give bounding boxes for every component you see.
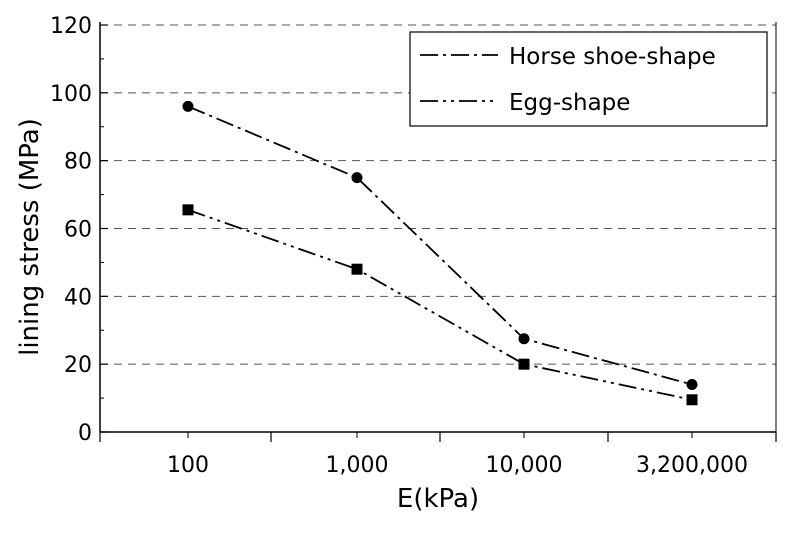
- y-tick-label: 40: [64, 285, 92, 310]
- series: [182, 100, 698, 406]
- y-axis-label: lining stress (MPa): [15, 118, 45, 356]
- y-tick-label: 100: [50, 82, 92, 107]
- series-line-horse-shoe: [187, 105, 693, 386]
- x-axis-label: E(kPa): [397, 484, 479, 514]
- point-marker-square: [686, 394, 698, 406]
- x-tick-label: 3,200,000: [636, 453, 748, 478]
- point-marker-square: [351, 263, 363, 275]
- point-marker-square: [182, 204, 194, 216]
- legend: Horse shoe-shape Egg-shape: [409, 31, 768, 127]
- x-tick-label: 1,000: [326, 453, 389, 478]
- y-ticks: 0 20 40 60 80 100 120: [50, 14, 108, 446]
- legend-label-egg: Egg-shape: [509, 90, 630, 116]
- legend-label-horse-shoe: Horse shoe-shape: [509, 44, 716, 70]
- point-marker-circle: [351, 172, 363, 184]
- y-tick-label: 20: [64, 353, 92, 378]
- point-marker-circle: [182, 100, 194, 112]
- legend-box: [409, 31, 768, 127]
- x-tick-label: 100: [167, 453, 209, 478]
- point-marker-circle: [686, 379, 698, 391]
- y-tick-label: 120: [50, 14, 92, 39]
- y-tick-label: 60: [64, 218, 92, 243]
- point-marker-square: [518, 358, 530, 370]
- x-ticks: 100 1,000 10,000 3,200,000: [99, 432, 777, 478]
- y-tick-label: 80: [64, 150, 92, 175]
- y-tick-label: 0: [78, 421, 92, 446]
- point-marker-circle: [518, 333, 530, 345]
- series-line-egg: [187, 208, 693, 401]
- x-tick-label: 10,000: [486, 453, 563, 478]
